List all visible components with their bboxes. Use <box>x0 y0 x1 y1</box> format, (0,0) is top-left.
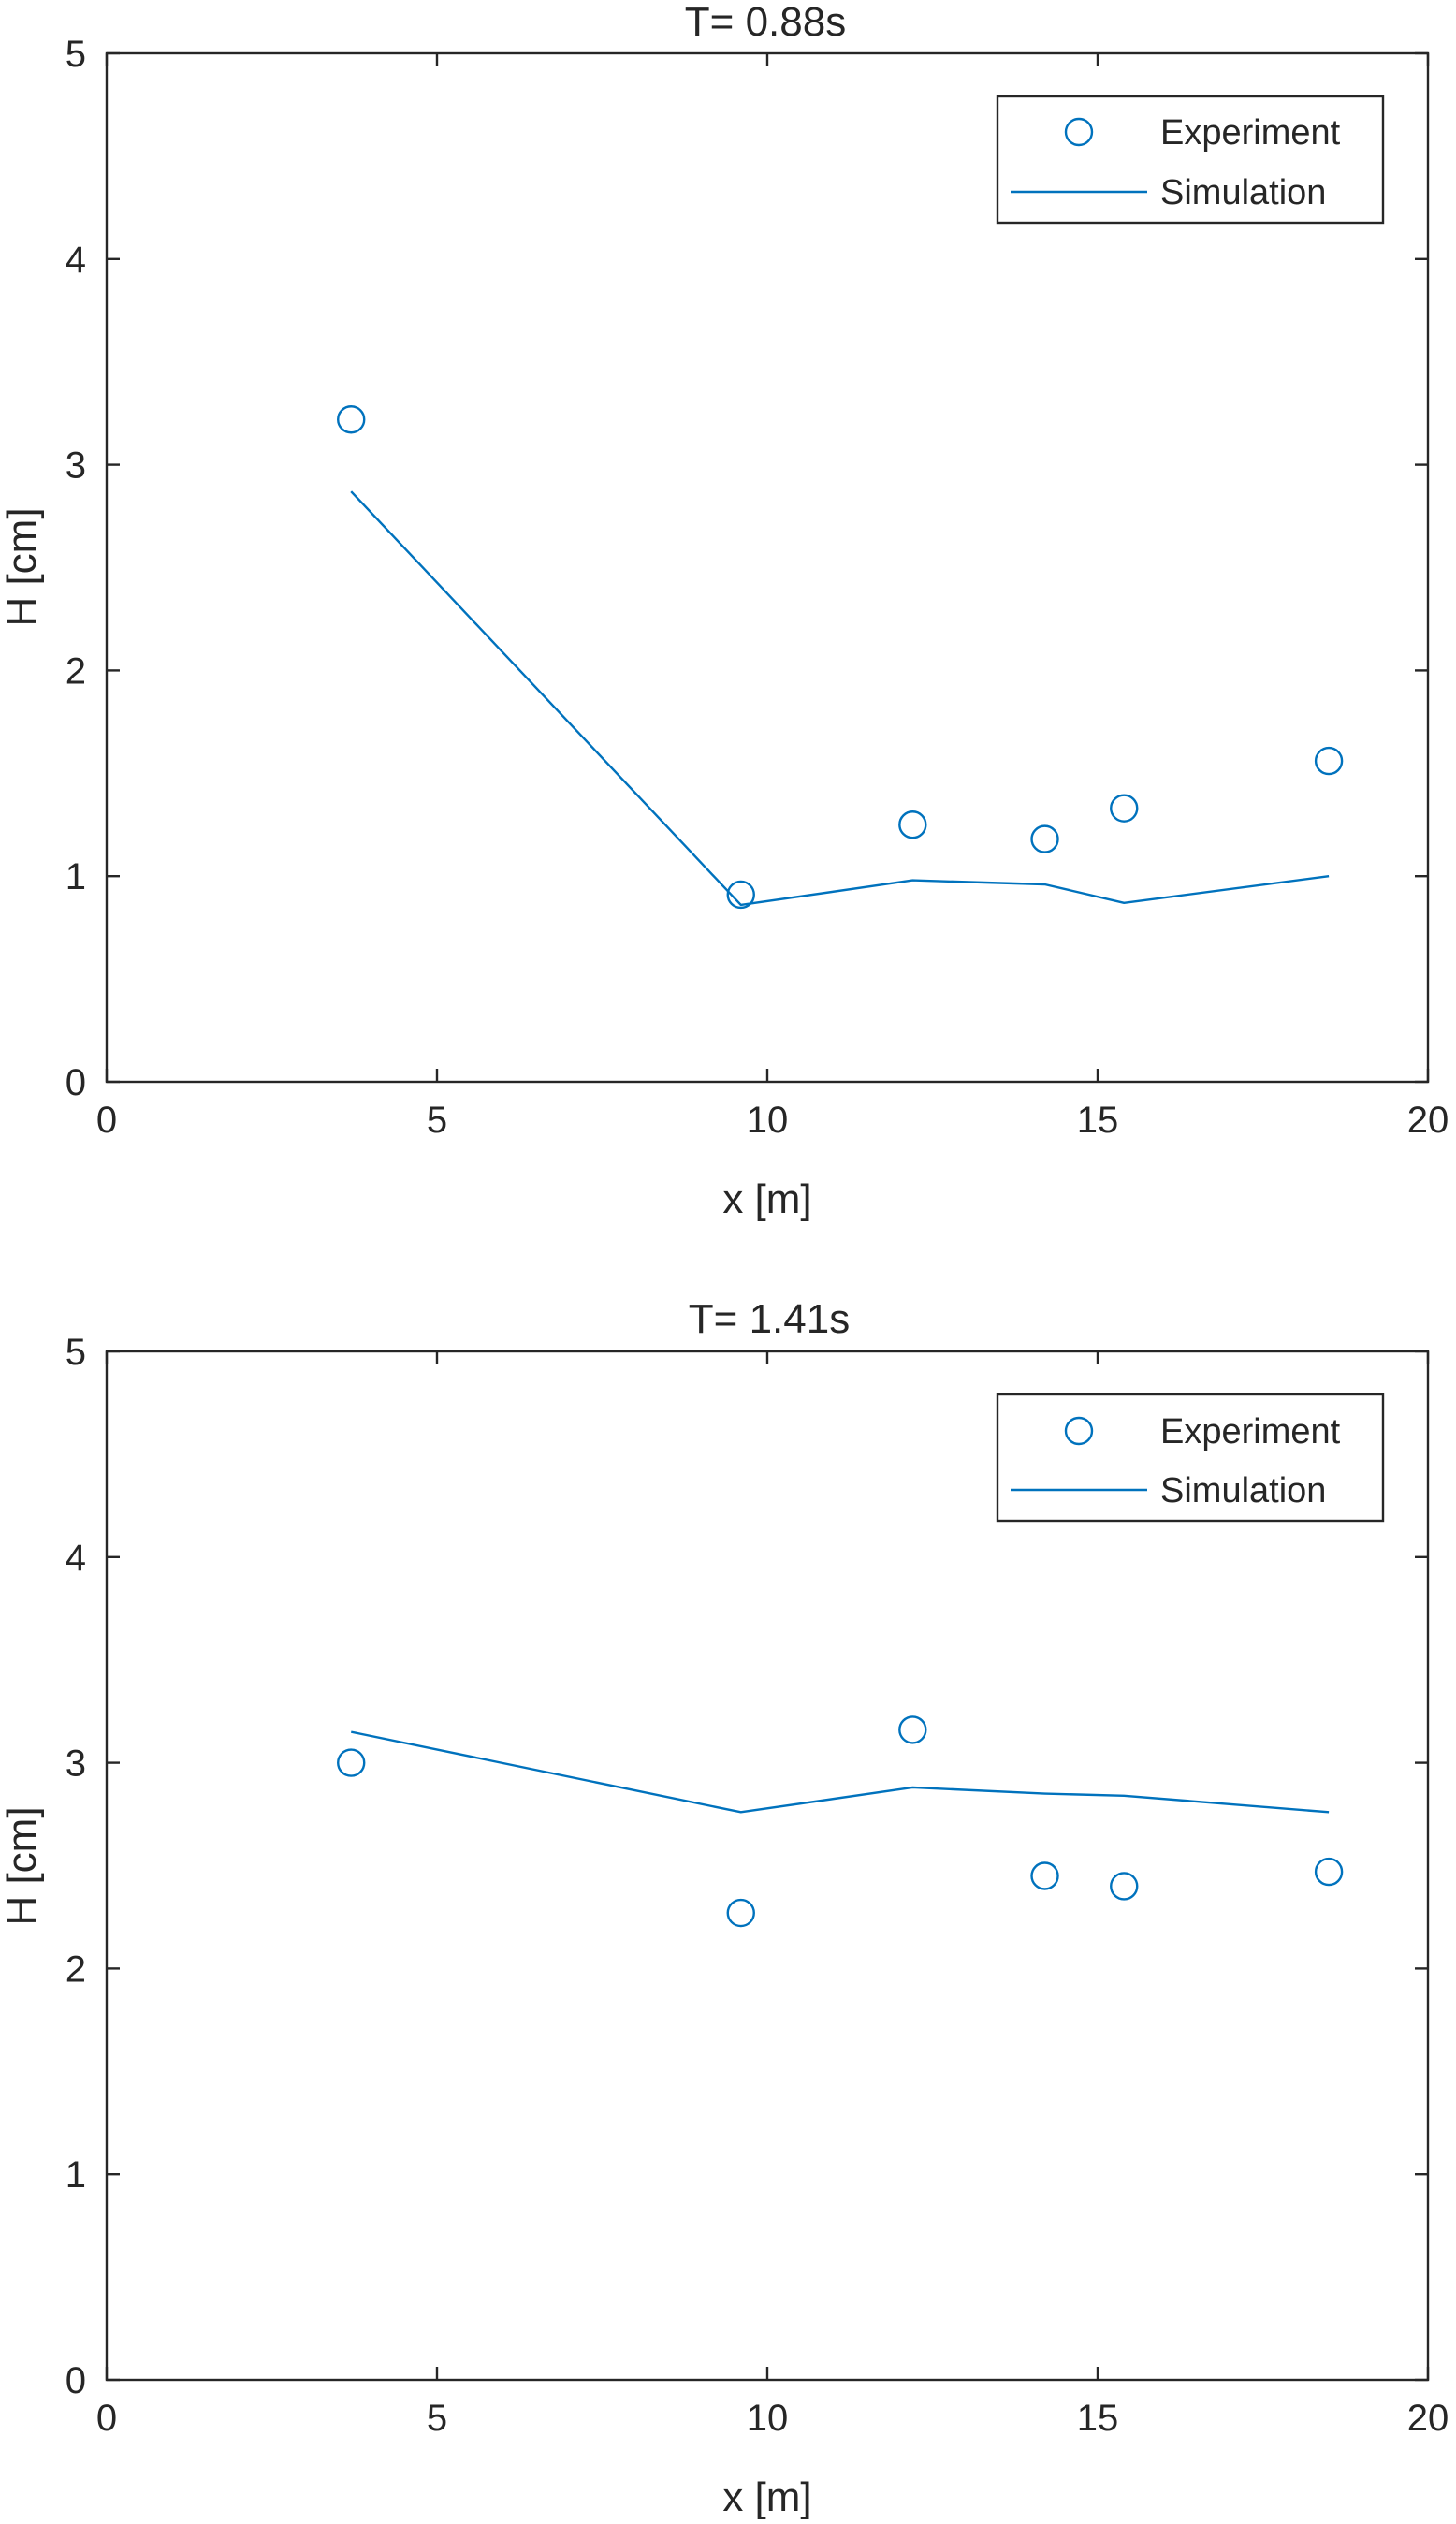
axis-ticks: 0 5 10 15 20 0 1 2 3 4 5 <box>66 1332 1449 2439</box>
chart-bottom: T= 1.41s 0 5 10 15 20 0 1 2 3 4 5 x [m] H [cm] Exp… <box>0 1296 1449 2520</box>
data-point-experiment <box>1030 824 1059 853</box>
legend-experiment-label: Experiment <box>1160 113 1341 153</box>
data-point-experiment <box>1110 794 1139 823</box>
y-tick-label: 1 <box>66 856 86 897</box>
legend-experiment-label: Experiment <box>1160 1412 1341 1452</box>
y-tick-label: 4 <box>66 240 86 281</box>
chart-title: T= 1.41s <box>689 1296 850 1342</box>
data-point-experiment <box>898 810 927 839</box>
data-point-experiment <box>337 405 366 434</box>
data-point-experiment <box>1110 1872 1139 1901</box>
y-tick-label: 5 <box>66 34 86 75</box>
plot-marks <box>337 405 1344 910</box>
y-tick-label: 0 <box>66 2360 86 2401</box>
x-tick-label: 5 <box>427 1100 447 1141</box>
x-tick-label: 0 <box>96 1100 117 1141</box>
x-tick-label: 20 <box>1407 2398 1449 2439</box>
x-tick-label: 10 <box>747 2398 789 2439</box>
legend-box <box>996 95 1385 225</box>
series-line-simulation <box>350 490 1330 907</box>
legend-simulation-label: Simulation <box>1160 173 1326 212</box>
axis-ticks: 0 5 10 15 20 0 1 2 3 4 5 <box>66 34 1449 1141</box>
legend-box <box>996 1393 1385 1523</box>
series-line-simulation <box>350 1730 1330 1814</box>
x-tick-label: 15 <box>1077 2398 1119 2439</box>
x-axis-label: x [m] <box>722 2474 811 2520</box>
legend: Experiment Simulation <box>996 95 1385 225</box>
chart-top: T= 0.88s 0 5 10 15 20 0 1 2 3 4 5 x [m] H [cm] Exp… <box>0 0 1449 1222</box>
y-axis-label: H [cm] <box>0 507 45 626</box>
y-tick-label: 4 <box>66 1538 86 1579</box>
y-tick-label: 0 <box>66 1062 86 1103</box>
chart-title: T= 0.88s <box>685 0 846 45</box>
x-tick-label: 0 <box>96 2398 117 2439</box>
data-point-experiment <box>337 1748 366 1777</box>
data-point-experiment <box>1314 1857 1344 1887</box>
data-point-experiment <box>1030 1861 1059 1890</box>
y-axis-label: H [cm] <box>0 1806 45 1925</box>
y-tick-label: 2 <box>66 650 86 692</box>
legend-simulation-label: Simulation <box>1160 1471 1326 1510</box>
y-tick-label: 5 <box>66 1332 86 1373</box>
plot-marks <box>337 1715 1344 1928</box>
x-tick-label: 10 <box>747 1100 789 1141</box>
y-tick-label: 3 <box>66 445 86 487</box>
legend-experiment-marker <box>1064 1416 1094 1446</box>
y-tick-label: 1 <box>66 2154 86 2196</box>
data-point-experiment <box>1314 746 1344 776</box>
legend-experiment-marker <box>1064 117 1094 147</box>
x-tick-label: 5 <box>427 2398 447 2439</box>
legend: Experiment Simulation <box>996 1393 1385 1523</box>
y-tick-label: 3 <box>66 1743 86 1785</box>
data-point-experiment <box>726 880 755 910</box>
data-point-experiment <box>898 1715 927 1744</box>
data-point-experiment <box>726 1898 755 1928</box>
x-tick-label: 20 <box>1407 1100 1449 1141</box>
x-axis-label: x [m] <box>722 1176 811 1222</box>
y-tick-label: 2 <box>66 1948 86 1990</box>
x-tick-label: 15 <box>1077 1100 1119 1141</box>
